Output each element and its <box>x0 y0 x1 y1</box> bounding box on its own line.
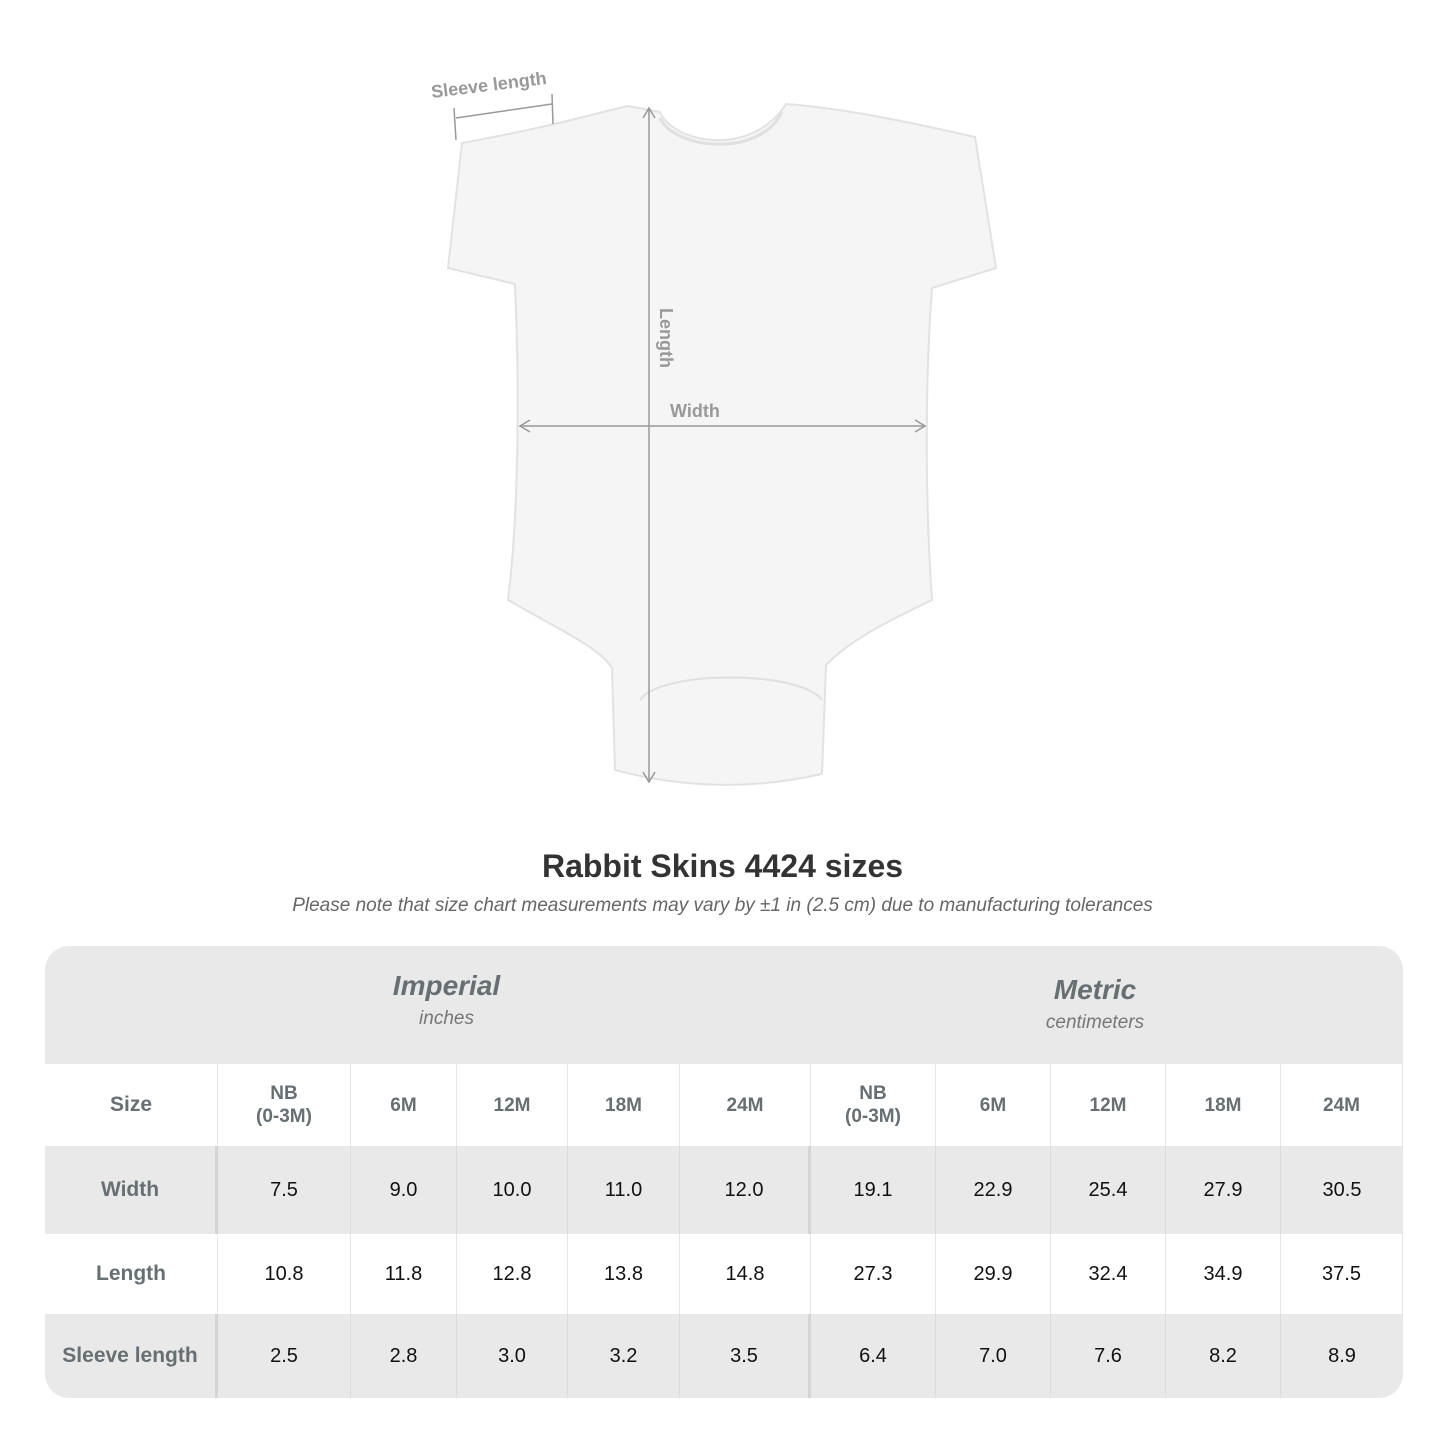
measurement-cell: 27.3 <box>811 1234 936 1314</box>
table-row: Sleeve length 2.5 2.8 3.0 3.2 3.5 6.4 7.0 7.6 8.2… <box>45 1314 1403 1398</box>
size-table: Imperial inches Metric centimeters Size N… <box>45 946 1403 1398</box>
metric-unit: centimeters <box>1045 1012 1145 1033</box>
size-header: 18M <box>1166 1064 1281 1146</box>
imperial-unit: inches <box>419 1008 474 1029</box>
size-header: 12M <box>457 1064 568 1146</box>
measurement-cell: 27.9 <box>1166 1146 1281 1234</box>
size-header: 24M <box>1281 1064 1403 1146</box>
size-label: Size <box>45 1064 218 1146</box>
measurement-cell: 11.8 <box>351 1234 457 1314</box>
size-header: NB (0-3M) <box>218 1064 351 1146</box>
sleeve-arrow <box>455 103 553 119</box>
metric-title: Metric <box>1053 974 1137 1005</box>
measurement-cell: 2.5 <box>218 1314 351 1398</box>
measurement-cell: 3.0 <box>457 1314 568 1398</box>
row-label: Sleeve length <box>45 1314 218 1398</box>
measurement-cell: 29.9 <box>936 1234 1051 1314</box>
measurement-cell: 25.4 <box>1051 1146 1166 1234</box>
measurement-cell: 3.5 <box>680 1314 811 1398</box>
bodysuit-diagram: Sleeve length Length Width <box>430 68 998 786</box>
measurement-cell: 9.0 <box>351 1146 457 1234</box>
neckline <box>658 111 784 146</box>
size-header: NB (0-3M) <box>811 1064 936 1146</box>
measurement-cell: 7.5 <box>218 1146 351 1234</box>
measurement-cell: 8.2 <box>1166 1314 1281 1398</box>
tolerance-note: Please note that size chart measurements… <box>292 895 1153 916</box>
measurement-cell: 12.0 <box>680 1146 811 1234</box>
metric-header: Metric centimeters <box>811 946 1379 1064</box>
measurement-cell: 19.1 <box>811 1146 936 1234</box>
size-header: 12M <box>1051 1064 1166 1146</box>
size-header: 18M <box>568 1064 680 1146</box>
measurement-cell: 13.8 <box>568 1234 680 1314</box>
measurement-cell: 2.8 <box>351 1314 457 1398</box>
crotch-flap <box>639 676 823 701</box>
measurement-cell: 14.8 <box>680 1234 811 1314</box>
measurement-cell: 8.9 <box>1328 1344 1356 1367</box>
table-row: Length 10.8 11.8 12.8 13.8 14.8 27.3 29.9 32.4 34… <box>45 1234 1403 1314</box>
measurement-cell: 11.0 <box>568 1146 680 1234</box>
row-label: Length <box>45 1234 218 1314</box>
sleeve-length-label: Sleeve length <box>430 68 548 102</box>
bodysuit-image <box>446 102 998 786</box>
size-header: 6M <box>936 1064 1051 1146</box>
row-label: Width <box>45 1146 218 1234</box>
measurement-cell: 37.5 <box>1281 1234 1403 1314</box>
measurement-cell: 6.4 <box>811 1314 936 1398</box>
measurement-cell: 7.0 <box>936 1314 1051 1398</box>
measurement-cell: 7.6 <box>1051 1314 1166 1398</box>
measurement-cell: 10.8 <box>218 1234 351 1314</box>
measurement-cell: 12.8 <box>457 1234 568 1314</box>
measurement-cell: 22.9 <box>936 1146 1051 1234</box>
width-label: Width <box>670 401 720 421</box>
imperial-title: Imperial <box>392 970 501 1001</box>
imperial-header: Imperial inches <box>45 946 848 1064</box>
measurement-cell: 30.5 <box>1322 1178 1362 1201</box>
page-title: Rabbit Skins 4424 sizes <box>541 848 904 884</box>
measurement-cell: 10.0 <box>457 1146 568 1234</box>
size-header: 24M <box>680 1064 811 1146</box>
measurement-cell: 3.2 <box>568 1314 680 1398</box>
size-header-row: Size NB (0-3M) 6M 12M 18M 24M NB (0-3M) 6M 12M 18… <box>45 1064 1403 1146</box>
length-label: Length <box>656 308 676 368</box>
measurement-cell: 32.4 <box>1051 1234 1166 1314</box>
table-row: Width 7.5 9.0 10.0 11.0 12.0 19.1 22.9 25.4 27.9 3… <box>45 1146 1403 1234</box>
size-header: 6M <box>351 1064 457 1146</box>
measurement-cell: 34.9 <box>1166 1234 1281 1314</box>
